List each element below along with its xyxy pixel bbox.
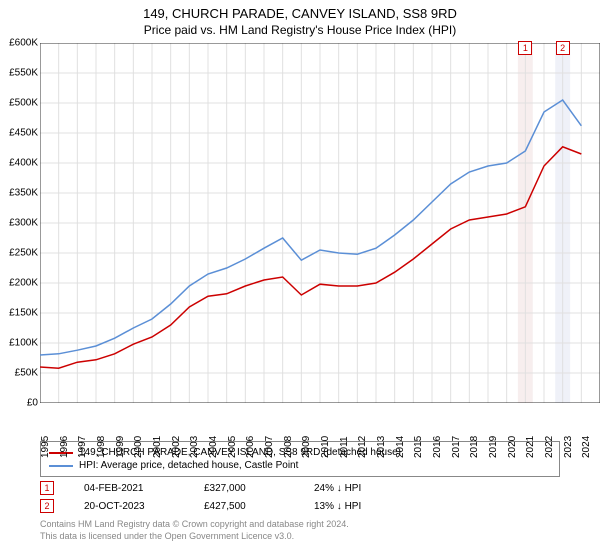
attribution-line-2: This data is licensed under the Open Gov… — [40, 531, 560, 543]
datapoint-row: 2 20-OCT-2023 £427,500 13% ↓ HPI — [40, 499, 560, 513]
xtick-label: 2010 — [320, 436, 331, 458]
ytick-label: £350K — [9, 188, 38, 199]
legend-label: 149, CHURCH PARADE, CANVEY ISLAND, SS8 9… — [79, 447, 401, 458]
xtick-label: 2014 — [395, 436, 406, 458]
xtick-label: 2024 — [581, 436, 592, 458]
xtick-label: 2009 — [301, 436, 312, 458]
xtick-label: 1998 — [96, 436, 107, 458]
datapoint-date: 04-FEB-2021 — [84, 483, 174, 494]
chart-title: 149, CHURCH PARADE, CANVEY ISLAND, SS8 9… — [0, 0, 600, 21]
xtick-label: 1995 — [40, 436, 51, 458]
x-axis-labels: 1995199619971998199920002001200220032004… — [40, 403, 600, 433]
xtick-label: 2015 — [413, 436, 424, 458]
xtick-label: 2019 — [488, 436, 499, 458]
xtick-label: 2013 — [376, 436, 387, 458]
ytick-label: £300K — [9, 218, 38, 229]
chart-subtitle: Price paid vs. HM Land Registry's House … — [0, 21, 600, 43]
xtick-label: 2011 — [339, 436, 350, 458]
xtick-label: 2004 — [208, 436, 219, 458]
ytick-label: £500K — [9, 98, 38, 109]
ytick-label: £450K — [9, 128, 38, 139]
datapoint-row: 1 04-FEB-2021 £327,000 24% ↓ HPI — [40, 481, 560, 495]
ytick-label: £0 — [27, 398, 38, 409]
ytick-label: £550K — [9, 68, 38, 79]
legend-row: HPI: Average price, detached house, Cast… — [49, 459, 551, 472]
y-axis-labels: £0£50K£100K£150K£200K£250K£300K£350K£400… — [0, 43, 40, 403]
datapoint-delta: 24% ↓ HPI — [314, 483, 361, 494]
attribution-line-1: Contains HM Land Registry data © Crown c… — [40, 519, 560, 531]
ytick-label: £600K — [9, 38, 38, 49]
xtick-label: 2002 — [171, 436, 182, 458]
xtick-label: 2017 — [451, 436, 462, 458]
xtick-label: 1996 — [59, 436, 70, 458]
datapoint-date: 20-OCT-2023 — [84, 501, 174, 512]
xtick-label: 2018 — [469, 436, 480, 458]
xtick-label: 2020 — [507, 436, 518, 458]
xtick-label: 2000 — [133, 436, 144, 458]
datapoint-price: £427,500 — [204, 501, 284, 512]
ytick-label: £400K — [9, 158, 38, 169]
chart-svg — [40, 43, 600, 403]
datapoint-marker: 2 — [40, 499, 54, 513]
legend-label: HPI: Average price, detached house, Cast… — [79, 460, 298, 471]
xtick-label: 2021 — [525, 436, 536, 458]
xtick-label: 2007 — [264, 436, 275, 458]
xtick-label: 2003 — [189, 436, 200, 458]
ytick-label: £200K — [9, 278, 38, 289]
attribution-text: Contains HM Land Registry data © Crown c… — [40, 519, 560, 542]
ytick-label: £150K — [9, 308, 38, 319]
xtick-label: 2012 — [357, 436, 368, 458]
xtick-label: 2006 — [245, 436, 256, 458]
chart-marker: 2 — [556, 41, 570, 55]
xtick-label: 2023 — [563, 436, 574, 458]
series-hpi — [40, 100, 581, 355]
datapoint-rows: 1 04-FEB-2021 £327,000 24% ↓ HPI 2 20-OCT-202… — [0, 481, 600, 513]
datapoint-marker: 1 — [40, 481, 54, 495]
xtick-label: 2005 — [227, 436, 238, 458]
ytick-label: £50K — [15, 368, 38, 379]
legend-swatch — [49, 465, 73, 467]
datapoint-delta: 13% ↓ HPI — [314, 501, 361, 512]
xtick-label: 2008 — [283, 436, 294, 458]
xtick-label: 2022 — [544, 436, 555, 458]
chart-area: £0£50K£100K£150K£200K£250K£300K£350K£400… — [40, 43, 600, 403]
xtick-label: 1997 — [77, 436, 88, 458]
xtick-label: 2001 — [152, 436, 163, 458]
xtick-label: 1999 — [115, 436, 126, 458]
chart-marker: 1 — [518, 41, 532, 55]
datapoint-price: £327,000 — [204, 483, 284, 494]
ytick-label: £100K — [9, 338, 38, 349]
ytick-label: £250K — [9, 248, 38, 259]
xtick-label: 2016 — [432, 436, 443, 458]
